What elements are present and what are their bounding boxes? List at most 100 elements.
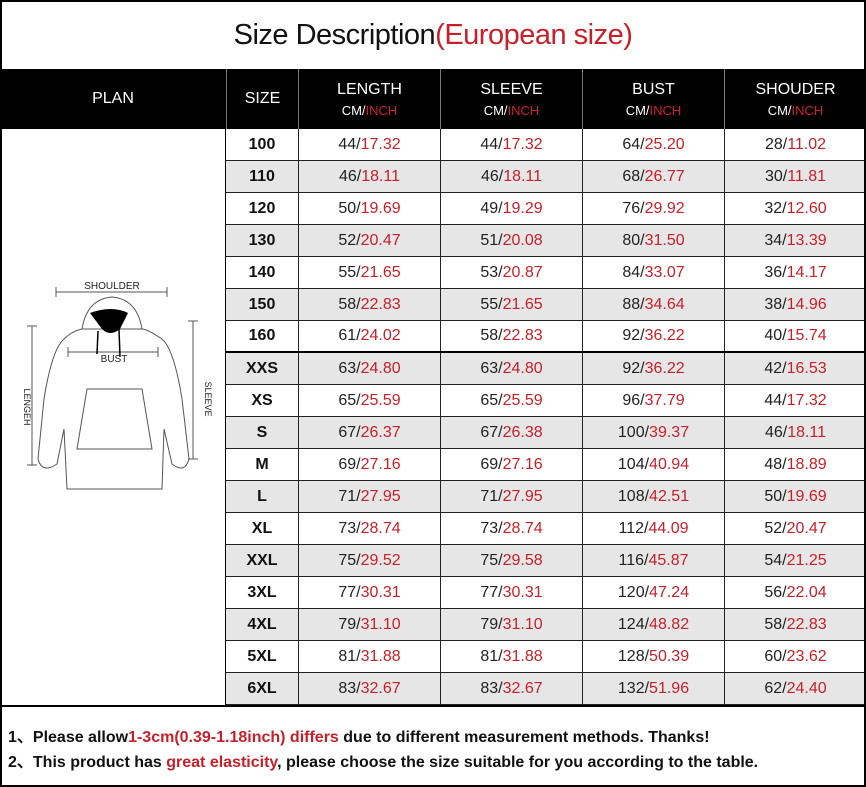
- cm-value: 81: [338, 647, 357, 665]
- cm-value: 56: [764, 583, 783, 601]
- separator: /: [782, 263, 787, 281]
- cm-value: 116: [618, 551, 644, 569]
- separator: /: [498, 551, 503, 569]
- unit-inch: INCH: [649, 102, 682, 118]
- cm-value: 36: [764, 263, 783, 281]
- label-bust: BUST: [101, 354, 128, 365]
- separator: /: [782, 199, 787, 217]
- inch-value: 12.60: [786, 199, 827, 217]
- cm-value: 77: [480, 583, 499, 601]
- sleeve-cell: 58/22.83: [440, 321, 582, 351]
- header-shoulder: SHOUDER CM/INCH: [724, 69, 866, 129]
- inch-value: 44.09: [648, 519, 689, 537]
- unit-cm: CM/: [341, 102, 366, 118]
- separator: /: [640, 295, 645, 313]
- unit-label: CM/INCH: [768, 103, 824, 118]
- inch-value: 18.89: [786, 455, 827, 473]
- shoulder-cell: 42/16.53: [724, 353, 866, 384]
- length-cell: 61/24.02: [298, 321, 440, 351]
- inch-value: 22.83: [786, 615, 827, 633]
- separator: /: [644, 487, 650, 505]
- header-bust: BUST CM/INCH: [582, 69, 724, 129]
- shoulder-cell: 36/14.17: [724, 257, 866, 288]
- length-cell: 52/20.47: [298, 225, 440, 256]
- separator: /: [498, 295, 503, 313]
- inch-value: 28.74: [360, 519, 401, 537]
- length-cell: 73/28.74: [298, 513, 440, 544]
- cm-value: 58: [338, 295, 357, 313]
- separator: /: [640, 263, 645, 281]
- size-cell: 5XL: [247, 647, 277, 665]
- cm-value: 49: [480, 199, 499, 217]
- length-cell: 79/31.10: [298, 609, 440, 640]
- separator: /: [782, 679, 787, 697]
- inch-value: 20.08: [502, 231, 543, 249]
- table-row: 4XL 79/31.10 79/31.10 124/48.82 58/22.83: [226, 609, 864, 641]
- sleeve-cell: 71/27.95: [440, 481, 582, 512]
- inch-value: 17.32: [786, 391, 827, 409]
- separator: /: [644, 519, 649, 537]
- inch-value: 24.80: [502, 359, 543, 377]
- sleeve-cell: 73/28.74: [440, 513, 582, 544]
- separator: /: [498, 679, 503, 697]
- unit-label: CM/INCH: [484, 103, 540, 118]
- bust-cell: 76/29.92: [582, 193, 724, 224]
- separator: /: [782, 391, 787, 409]
- separator: /: [782, 455, 787, 473]
- cm-value: 75: [338, 551, 357, 569]
- table-row: XXL 75/29.52 75/29.58 116/45.87 54/21.25: [226, 545, 864, 577]
- inch-value: 45.87: [648, 551, 689, 569]
- separator: /: [498, 231, 503, 249]
- separator: /: [640, 135, 645, 153]
- cm-value: 38: [764, 295, 783, 313]
- separator: /: [356, 423, 361, 441]
- length-cell: 83/32.67: [298, 673, 440, 704]
- bust-cell: 68/26.77: [582, 161, 724, 192]
- table-row: 130 52/20.47 51/20.08 80/31.50 34/13.39: [226, 225, 864, 257]
- size-cell: 130: [248, 231, 276, 249]
- cm-value: 80: [622, 231, 641, 249]
- bust-cell: 88/34.64: [582, 289, 724, 320]
- label-length: LENGEH: [22, 388, 32, 425]
- bust-cell: 128/50.39: [582, 641, 724, 672]
- cm-value: 32: [764, 199, 783, 217]
- sleeve-cell: 53/20.87: [440, 257, 582, 288]
- size-cell: 140: [248, 263, 276, 281]
- shoulder-cell: 48/18.89: [724, 449, 866, 480]
- separator: /: [498, 615, 503, 633]
- length-cell: 55/21.65: [298, 257, 440, 288]
- inch-value: 33.07: [644, 263, 685, 281]
- separator: /: [356, 679, 361, 697]
- cm-value: 46: [480, 167, 499, 185]
- inch-value: 26.77: [644, 167, 685, 185]
- inch-value: 31.10: [360, 615, 401, 633]
- separator: /: [782, 583, 787, 601]
- inch-value: 11.02: [787, 135, 827, 153]
- shoulder-cell: 56/22.04: [724, 577, 866, 608]
- inch-value: 34.64: [644, 295, 685, 313]
- inch-value: 24.40: [786, 679, 827, 697]
- separator: /: [644, 583, 650, 601]
- inch-value: 37.79: [644, 391, 685, 409]
- cm-value: 61: [338, 327, 357, 344]
- cm-value: 83: [338, 679, 357, 697]
- cm-value: 46: [338, 167, 357, 185]
- cm-value: 44: [338, 135, 357, 153]
- separator: /: [782, 519, 787, 537]
- note-text: 2、This product has: [8, 754, 167, 771]
- cm-value: 60: [764, 647, 783, 665]
- cm-value: 55: [480, 295, 499, 313]
- separator: /: [782, 423, 788, 441]
- header-sleeve: SLEEVE CM/INCH: [440, 69, 582, 129]
- inch-value: 27.95: [502, 487, 543, 505]
- table-row: 3XL 77/30.31 77/30.31 120/47.24 56/22.04: [226, 577, 864, 609]
- sleeve-cell: 67/26.38: [440, 417, 582, 448]
- cm-value: 53: [480, 263, 499, 281]
- unit-label: CM/INCH: [342, 103, 398, 118]
- length-cell: 65/25.59: [298, 385, 440, 416]
- cm-value: 54: [764, 551, 783, 569]
- inch-value: 20.47: [360, 231, 401, 249]
- sleeve-cell: 69/27.16: [440, 449, 582, 480]
- inch-value: 14.96: [786, 295, 827, 313]
- cm-value: 30: [764, 167, 783, 185]
